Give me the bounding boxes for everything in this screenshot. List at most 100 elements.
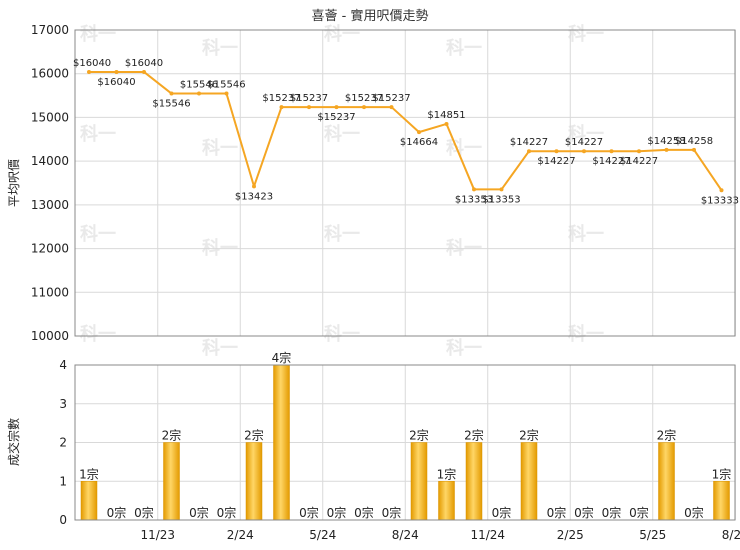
price-point	[114, 69, 119, 74]
transactions-data-label: 2宗	[657, 428, 677, 443]
price-data-label: $14851	[427, 110, 465, 121]
price-data-label: $14227	[565, 137, 603, 148]
transactions-plot-frame	[74, 364, 736, 521]
price-data-label: $13423	[235, 191, 273, 202]
price-data-label: $14227	[510, 137, 548, 148]
price-data-label: $14258	[675, 136, 713, 147]
price-data-label: $16040	[125, 58, 163, 69]
price-point	[307, 105, 311, 110]
transactions-data-label: 1宗	[712, 466, 732, 481]
price-series	[87, 69, 724, 193]
price-data-label: $14227	[537, 156, 575, 167]
price-point	[499, 187, 504, 192]
price-y-tick-label: 17000	[31, 23, 69, 37]
price-y-tick-label: 13000	[31, 198, 69, 212]
price-point	[554, 149, 559, 154]
transactions-bar	[658, 442, 675, 521]
price-point	[609, 149, 614, 154]
watermark-glyph: 科一	[568, 223, 604, 245]
price-data-label: $14227	[620, 156, 658, 167]
price-data-label: $15237	[345, 93, 383, 104]
transactions-data-label: 0宗	[354, 505, 374, 520]
price-data-label: $16040	[73, 58, 111, 69]
price-data-label: $15546	[207, 80, 245, 91]
price-point	[362, 105, 366, 110]
transactions-data-label: 0宗	[107, 505, 127, 520]
price-data-label: $14227	[592, 156, 630, 167]
watermark-glyph: 科一	[80, 323, 116, 345]
transactions-bar	[465, 442, 483, 521]
watermark-glyph: 科一	[202, 137, 238, 159]
transactions-y-tick-label: 1	[59, 474, 67, 488]
price-data-label: $15546	[180, 80, 218, 91]
transactions-data-label: 0宗	[189, 505, 209, 520]
watermark-glyph: 科一	[446, 337, 482, 359]
transactions-data-label: 0宗	[629, 505, 649, 520]
transactions-y-tick-label: 3	[59, 397, 67, 411]
transactions-data-label: 2宗	[409, 428, 429, 443]
transactions-data-label: 1宗	[437, 466, 457, 481]
price-point	[664, 147, 669, 152]
transactions-y-tick-label: 2	[59, 436, 67, 450]
x-tick-label: 11/24	[470, 528, 505, 542]
watermark-glyph: 科一	[446, 37, 482, 59]
transactions-data-label: 4宗	[272, 350, 292, 365]
price-data-labels: $16040$16040$16040$15546$15546$15546$134…	[73, 58, 739, 206]
x-tick-label: 5/25	[639, 528, 666, 542]
watermark-glyph: 科一	[568, 123, 604, 145]
x-tick-label: 11/23	[140, 528, 175, 542]
transactions-data-label: 2宗	[244, 428, 264, 443]
price-point	[87, 69, 91, 74]
transactions-bar	[273, 364, 290, 521]
price-y-tick-label: 14000	[31, 154, 69, 168]
price-point	[692, 147, 696, 152]
price-data-label: $13333	[701, 195, 739, 206]
transactions-data-label: 2宗	[162, 428, 182, 443]
watermark-glyph: 科一	[80, 123, 116, 145]
watermark-glyph: 科一	[202, 237, 238, 259]
transactions-bars	[80, 364, 730, 521]
price-data-label: $15237	[290, 93, 328, 104]
x-tick-label: 2/25	[557, 528, 584, 542]
price-point	[527, 149, 531, 154]
transactions-y-tick-label: 0	[59, 513, 67, 527]
price-point	[637, 149, 641, 154]
price-point	[279, 105, 284, 110]
chart-title: 喜薈 - 實用呎價走勢	[312, 8, 429, 24]
price-plot-frame	[74, 29, 736, 337]
price-data-label: $15237	[317, 112, 355, 123]
x-ticks: 11/23 2/24 5/24 8/24 11/24 2/25 5/25 8/25	[140, 528, 740, 542]
transactions-bar	[163, 442, 180, 521]
price-series-line	[89, 70, 723, 191]
watermark-glyph: 科一	[568, 23, 604, 45]
watermark-glyph: 科一	[80, 23, 116, 45]
watermark-glyph: 科一	[568, 323, 604, 345]
transactions-y-axis-title: 成交宗數	[6, 418, 21, 466]
price-point	[417, 130, 421, 135]
transactions-data-label: 1宗	[79, 466, 99, 481]
transactions-data-label: 2宗	[519, 428, 539, 443]
price-point	[444, 121, 449, 126]
transactions-data-label: 0宗	[382, 505, 402, 520]
price-point	[472, 187, 476, 192]
price-data-label: $15237	[262, 93, 300, 104]
watermark-glyph: 科一	[202, 37, 238, 59]
price-data-label: $16040	[97, 77, 135, 88]
price-data-label: $13353	[455, 194, 493, 205]
price-y-tick-label: 10000	[31, 329, 69, 343]
transactions-data-label: 0宗	[299, 505, 319, 520]
price-point	[334, 105, 339, 110]
transactions-data-label: 0宗	[134, 505, 154, 520]
price-y-tick-label: 11000	[31, 285, 69, 299]
watermark-glyph: 科一	[324, 123, 360, 145]
watermark-glyph: 科一	[324, 323, 360, 345]
price-point	[582, 149, 586, 154]
transactions-bar	[438, 481, 455, 521]
transactions-bar	[520, 442, 538, 521]
price-data-label: $14258	[647, 136, 685, 147]
price-line-panel: 10000 11000 12000 13000 14000 15000 16000 17000…	[7, 23, 739, 343]
price-point	[142, 69, 146, 74]
transactions-data-label: 0宗	[602, 505, 622, 520]
transactions-data-label: 0宗	[574, 505, 594, 520]
